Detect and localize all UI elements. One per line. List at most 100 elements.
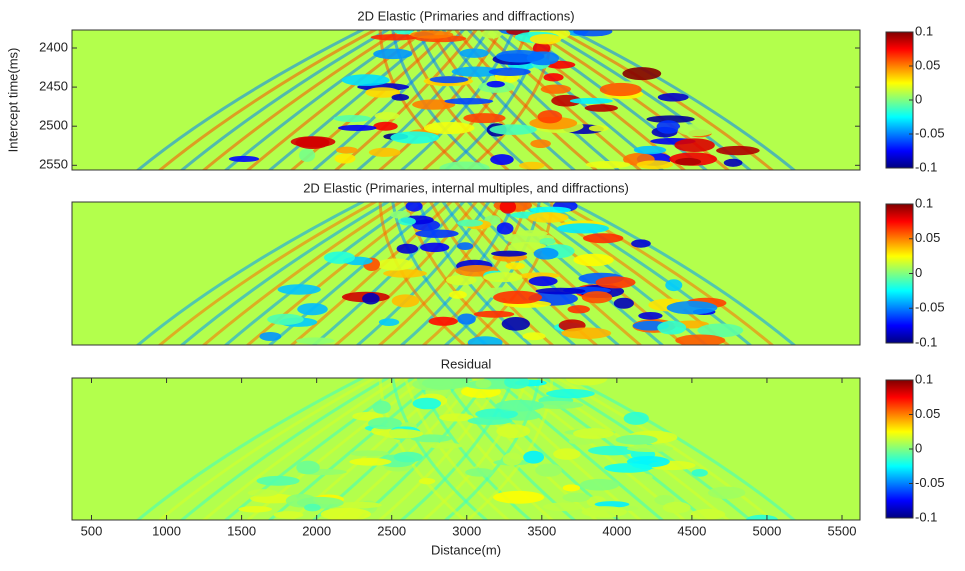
amplitude-blob <box>573 253 614 267</box>
event-arc <box>566 378 797 520</box>
amplitude-blob <box>697 323 744 338</box>
amplitude-blob <box>654 495 675 506</box>
amplitude-blob <box>489 124 537 135</box>
amplitude-blob <box>745 514 779 520</box>
colorbar-tick-label: -0.05 <box>915 300 945 315</box>
amplitude-blob <box>539 237 556 245</box>
amplitude-blob <box>635 473 653 481</box>
amplitude-blob <box>565 378 608 386</box>
amplitude-blob <box>622 67 662 81</box>
y-tick-label: 2400 <box>39 39 68 54</box>
amplitude-blob <box>457 313 476 325</box>
panel-title: 2D Elastic (Primaries, internal multiple… <box>303 180 629 195</box>
colorbar-tick-label: 0.05 <box>915 230 940 245</box>
amplitude-blob <box>467 336 503 345</box>
amplitude-blob <box>296 460 320 475</box>
amplitude-blob <box>412 99 456 110</box>
amplitude-blob <box>585 160 631 169</box>
amplitude-blob <box>391 294 420 308</box>
amplitude-blob <box>707 486 746 499</box>
amplitude-blob <box>638 312 663 320</box>
panel-title: 2D Elastic (Primaries and diffractions) <box>357 8 574 23</box>
x-tick-label: 2500 <box>377 523 406 538</box>
event-arc <box>403 378 511 520</box>
amplitude-blob <box>581 506 628 518</box>
amplitude-blob <box>439 413 474 422</box>
x-tick-label: 3000 <box>452 523 481 538</box>
amplitude-blob <box>496 424 531 439</box>
amplitude-blob <box>490 154 514 165</box>
amplitude-blob <box>298 148 316 162</box>
amplitude-blob <box>551 94 582 107</box>
amplitude-blob <box>367 417 402 430</box>
amplitude-blob <box>393 451 423 463</box>
amplitude-blob <box>228 155 260 163</box>
amplitude-blob <box>429 76 469 84</box>
amplitude-blob <box>486 80 505 88</box>
amplitude-blob <box>557 223 609 234</box>
amplitude-blob <box>473 310 515 318</box>
seismic-image <box>72 378 860 520</box>
event-arc <box>267 378 441 520</box>
amplitude-blob <box>537 110 563 124</box>
amplitude-blob <box>451 66 502 77</box>
amplitude-blob <box>675 334 726 345</box>
y-axis-label: Intercept time(ms) <box>5 48 20 153</box>
amplitude-blob <box>540 84 571 94</box>
amplitude-blob <box>562 492 591 503</box>
amplitude-blob <box>423 121 475 135</box>
event-arc <box>391 30 489 170</box>
amplitude-blob <box>483 272 523 283</box>
event-arc <box>416 378 533 520</box>
amplitude-blob <box>582 233 624 244</box>
amplitude-blob <box>604 463 653 473</box>
amplitude-blob <box>480 30 503 39</box>
amplitude-blob <box>588 445 637 456</box>
event-arc <box>553 202 775 345</box>
colorbar-tick-label: 0.1 <box>915 195 933 210</box>
amplitude-blob <box>488 67 531 77</box>
amplitude-blob <box>567 305 590 314</box>
x-tick-label: 4000 <box>602 523 631 538</box>
x-tick-label: 5500 <box>828 523 857 538</box>
amplitude-blob <box>370 34 418 41</box>
amplitude-blob <box>390 131 440 144</box>
amplitude-blob <box>415 229 459 238</box>
x-tick-label: 1500 <box>227 523 256 538</box>
amplitude-blob <box>533 247 559 260</box>
amplitude-blob <box>456 242 474 250</box>
amplitude-blob <box>531 400 584 409</box>
amplitude-blob <box>341 74 390 86</box>
amplitude-blob <box>502 452 522 466</box>
amplitude-blob <box>493 290 543 305</box>
amplitude-blob <box>584 104 618 112</box>
amplitude-blob <box>418 478 436 485</box>
amplitude-blob <box>666 301 718 315</box>
amplitude-blob <box>335 146 358 154</box>
amplitude-blob <box>543 73 564 82</box>
image-background <box>72 378 860 520</box>
panel-title: Residual <box>441 356 492 371</box>
amplitude-blob <box>393 30 414 35</box>
amplitude-blob <box>495 399 544 412</box>
amplitude-blob <box>457 219 483 227</box>
amplitude-blob <box>396 243 419 254</box>
seismic-image <box>72 202 860 345</box>
seismic-image <box>72 30 860 170</box>
amplitude-blob <box>410 434 452 443</box>
event-arc <box>443 378 541 520</box>
colorbar-tick-label: -0.05 <box>915 475 945 490</box>
amplitude-blob <box>421 378 465 390</box>
amplitude-blob <box>504 378 530 389</box>
amplitude-blob <box>626 444 674 453</box>
amplitude-blob <box>646 115 695 123</box>
amplitude-blob <box>420 242 450 253</box>
amplitude-blob <box>333 114 371 123</box>
amplitude-blob <box>553 448 581 460</box>
y-tick-label: 2550 <box>39 157 68 172</box>
x-axis-label: Distance(m) <box>431 542 501 557</box>
colorbar-tick-label: -0.1 <box>915 509 937 524</box>
amplitude-blob <box>599 82 642 97</box>
amplitude-blob <box>459 48 489 58</box>
